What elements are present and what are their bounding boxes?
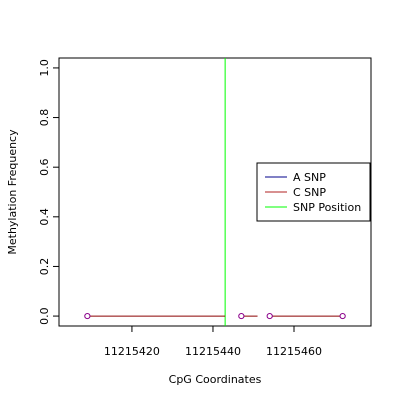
- legend-label: SNP Position: [293, 201, 361, 214]
- y-tick-label: 0.6: [38, 158, 51, 176]
- y-axis-label: Methylation Frequency: [6, 129, 19, 255]
- data-point: [238, 312, 245, 320]
- x-axis: 11215420 11215440 11215460: [104, 326, 322, 358]
- series-layer: [84, 312, 346, 320]
- y-axis: 0.0 0.2 0.4 0.6 0.8 1.0: [38, 59, 59, 325]
- x-tick-label: 11215440: [185, 345, 241, 358]
- legend-label: C SNP: [293, 186, 326, 199]
- data-point: [339, 312, 346, 320]
- y-tick-label: 0.0: [38, 307, 51, 325]
- legend: A SNP C SNP SNP Position: [256, 162, 371, 222]
- y-tick-label: 0.8: [38, 109, 51, 127]
- plot-frame: [58, 57, 372, 327]
- y-tick-label: 0.4: [38, 208, 51, 226]
- legend-label: A SNP: [293, 171, 326, 184]
- x-axis-label: CpG Coordinates: [169, 373, 262, 386]
- data-point: [266, 312, 273, 320]
- x-tick-label: 11215460: [266, 345, 322, 358]
- x-tick-label: 11215420: [104, 345, 160, 358]
- y-tick-label: 1.0: [38, 59, 51, 77]
- y-tick-label: 0.2: [38, 258, 51, 276]
- data-point: [84, 312, 91, 320]
